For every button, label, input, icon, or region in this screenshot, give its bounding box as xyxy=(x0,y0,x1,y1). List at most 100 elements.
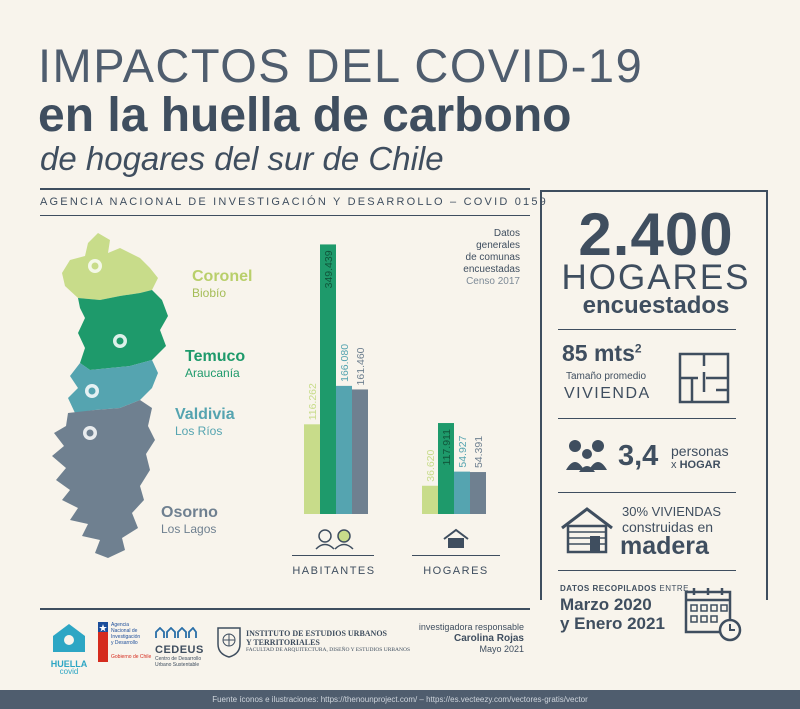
region-name-coronel: Coronel xyxy=(192,268,253,285)
researcher-name: Carolina Rojas xyxy=(453,633,524,644)
wood-built: construidas en xyxy=(622,519,714,535)
researcher-role: investigadora responsable xyxy=(418,622,524,632)
logo-ieu-line-1: INSTITUTO DE ESTUDIOS URBANOS xyxy=(246,629,388,638)
area-sub: Tamaño promedio xyxy=(566,371,647,382)
stats-panel: 2.400 HOGARES encuestados 85 mts2 Tamaño… xyxy=(540,190,768,600)
bar-osorno-habitantes xyxy=(352,389,368,514)
dates-label-text: DATOS RECOPILADOS xyxy=(560,584,657,593)
map-region-coronel xyxy=(62,233,158,300)
category-label-habitantes: HABITANTES xyxy=(292,565,376,577)
persons-hogar: HOGAR xyxy=(679,459,721,471)
researcher-date: Mayo 2021 xyxy=(479,644,524,654)
logo-anid-line-3: Investigación xyxy=(111,634,141,640)
bar-valdivia-habitantes xyxy=(336,385,352,514)
bar-chart: 116.262 349.439 166.080 161.460 36.620 117.91… xyxy=(300,240,500,515)
logo-cedeus-sub-2: Urbano Sustentable xyxy=(155,662,200,668)
wood-word: madera xyxy=(620,532,709,560)
persons-number: 3,4 xyxy=(618,440,659,472)
hogares-divider xyxy=(412,555,500,556)
title-line-3: de hogares del sur de Chile xyxy=(40,140,444,177)
agency-divider xyxy=(40,215,530,216)
area-word: VIVIENDA xyxy=(564,385,651,402)
logo-huella-covid: HUELLA covid xyxy=(44,622,94,678)
bar-label-temuco-habitantes: 349.439 xyxy=(323,250,335,288)
census-note-line-4: encuestadas xyxy=(463,264,520,275)
logo-huella-text-2: covid xyxy=(59,667,79,676)
bar-temuco-hogares xyxy=(438,423,454,514)
bar-label-valdivia-habitantes: 166.080 xyxy=(339,344,351,382)
persons-x-text: x xyxy=(671,459,677,471)
logo-anid-line-1: Agencia xyxy=(111,622,130,628)
census-note-line-5: Censo 2017 xyxy=(466,276,520,287)
calendar-icon xyxy=(684,588,742,642)
bar-osorno-hogares xyxy=(470,472,486,514)
stats-divider-4 xyxy=(558,570,736,571)
census-note-line-3: de comunas xyxy=(465,252,520,263)
bar-label-valdivia-hogares: 54.927 xyxy=(457,435,469,467)
title-line-1: IMPACTOS DEL COVID-19 xyxy=(38,39,644,92)
map-marker-osorno xyxy=(83,426,97,440)
top-divider xyxy=(40,188,530,190)
bottom-divider xyxy=(40,608,530,610)
dates-1: Marzo 2020 xyxy=(560,595,652,614)
persons-word: personas xyxy=(671,443,729,459)
people-icon xyxy=(315,529,354,550)
logo-cedeus: CEDEUS Centro de Desarrollo Urbano Suste… xyxy=(155,626,213,672)
house-icon xyxy=(443,528,469,548)
hogares-word: HOGARES xyxy=(561,258,751,297)
map-region-temuco xyxy=(78,290,168,370)
logo-anid-line-4: y Desarrollo xyxy=(111,640,138,646)
logo-cedeus-text: CEDEUS xyxy=(155,644,204,656)
hogares-sub: encuestados xyxy=(582,292,730,319)
university-seal-icon xyxy=(217,627,241,658)
bar-label-temuco-hogares: 117.911 xyxy=(441,429,453,466)
wood-pct: 30% VIVIENDAS xyxy=(622,504,721,519)
logo-anid-gov: Gobierno de Chile xyxy=(111,654,152,660)
map-marker-coronel xyxy=(88,259,102,273)
map-marker-valdivia xyxy=(85,384,99,398)
logo-anid-text: Agencia Nacional de Investigación y Desa… xyxy=(111,622,140,646)
logo-cedeus-sub-1: Centro de Desarrollo xyxy=(155,656,202,662)
region-sub-osorno: Los Lagos xyxy=(161,522,217,536)
region-name-temuco: Temuco xyxy=(185,348,246,365)
stats-divider-2 xyxy=(558,418,736,419)
bar-coronel-habitantes xyxy=(304,424,320,514)
persons-x: x HOGAR xyxy=(671,459,721,471)
chile-flag-bar xyxy=(98,622,108,662)
habitantes-divider xyxy=(292,555,374,556)
census-note: Datos generales de comunas encuestadas C… xyxy=(440,228,520,288)
bar-valdivia-hogares xyxy=(454,471,470,514)
bar-label-coronel-hogares: 36.620 xyxy=(425,449,437,481)
map-region-valdivia xyxy=(68,360,158,413)
stats-divider-1 xyxy=(558,329,736,330)
researcher-block: investigadora responsable Carolina Rojas… xyxy=(408,622,524,655)
region-name-valdivia: Valdivia xyxy=(175,406,235,423)
floorplan-icon xyxy=(678,352,730,404)
agency-label: AGENCIA NACIONAL DE INVESTIGACIÓN Y DESA… xyxy=(40,196,548,208)
bar-coronel-hogares xyxy=(422,485,438,514)
logo-ieu-line-2: Y TERRITORIALES xyxy=(246,638,320,647)
bar-temuco-habitantes xyxy=(320,244,336,514)
area-number: 85 mts2 xyxy=(562,340,642,367)
bar-label-osorno-habitantes: 161.460 xyxy=(355,347,367,385)
census-note-line-1: Datos xyxy=(493,228,520,239)
census-note-line-2: generales xyxy=(476,240,520,251)
dates-label: DATOS RECOPILADOS ENTRE xyxy=(560,584,689,593)
map-chile-south xyxy=(52,233,168,558)
logo-ieu: INSTITUTO DE ESTUDIOS URBANOS Y TERRITOR… xyxy=(246,629,410,653)
area-num-text: 85 mts xyxy=(562,340,635,366)
bar-label-coronel-habitantes: 116.262 xyxy=(307,383,319,420)
logo-anid: Agencia Nacional de Investigación y Desa… xyxy=(98,622,151,678)
hogares-number: 2.400 xyxy=(578,201,734,268)
huella-house-icon xyxy=(53,624,85,652)
dates-between: ENTRE xyxy=(659,584,690,593)
category-label-hogares: HOGARES xyxy=(423,565,489,577)
stats-divider-3 xyxy=(558,492,736,493)
region-name-osorno: Osorno xyxy=(161,504,218,521)
map-region-osorno xyxy=(52,400,155,558)
bar-label-osorno-hogares: 54.391 xyxy=(473,436,485,468)
family-icon xyxy=(566,440,607,472)
area-sup: 2 xyxy=(634,341,642,356)
title-line-2: en la huella de carbono xyxy=(38,89,572,142)
cedeus-houses-icon xyxy=(155,626,197,638)
